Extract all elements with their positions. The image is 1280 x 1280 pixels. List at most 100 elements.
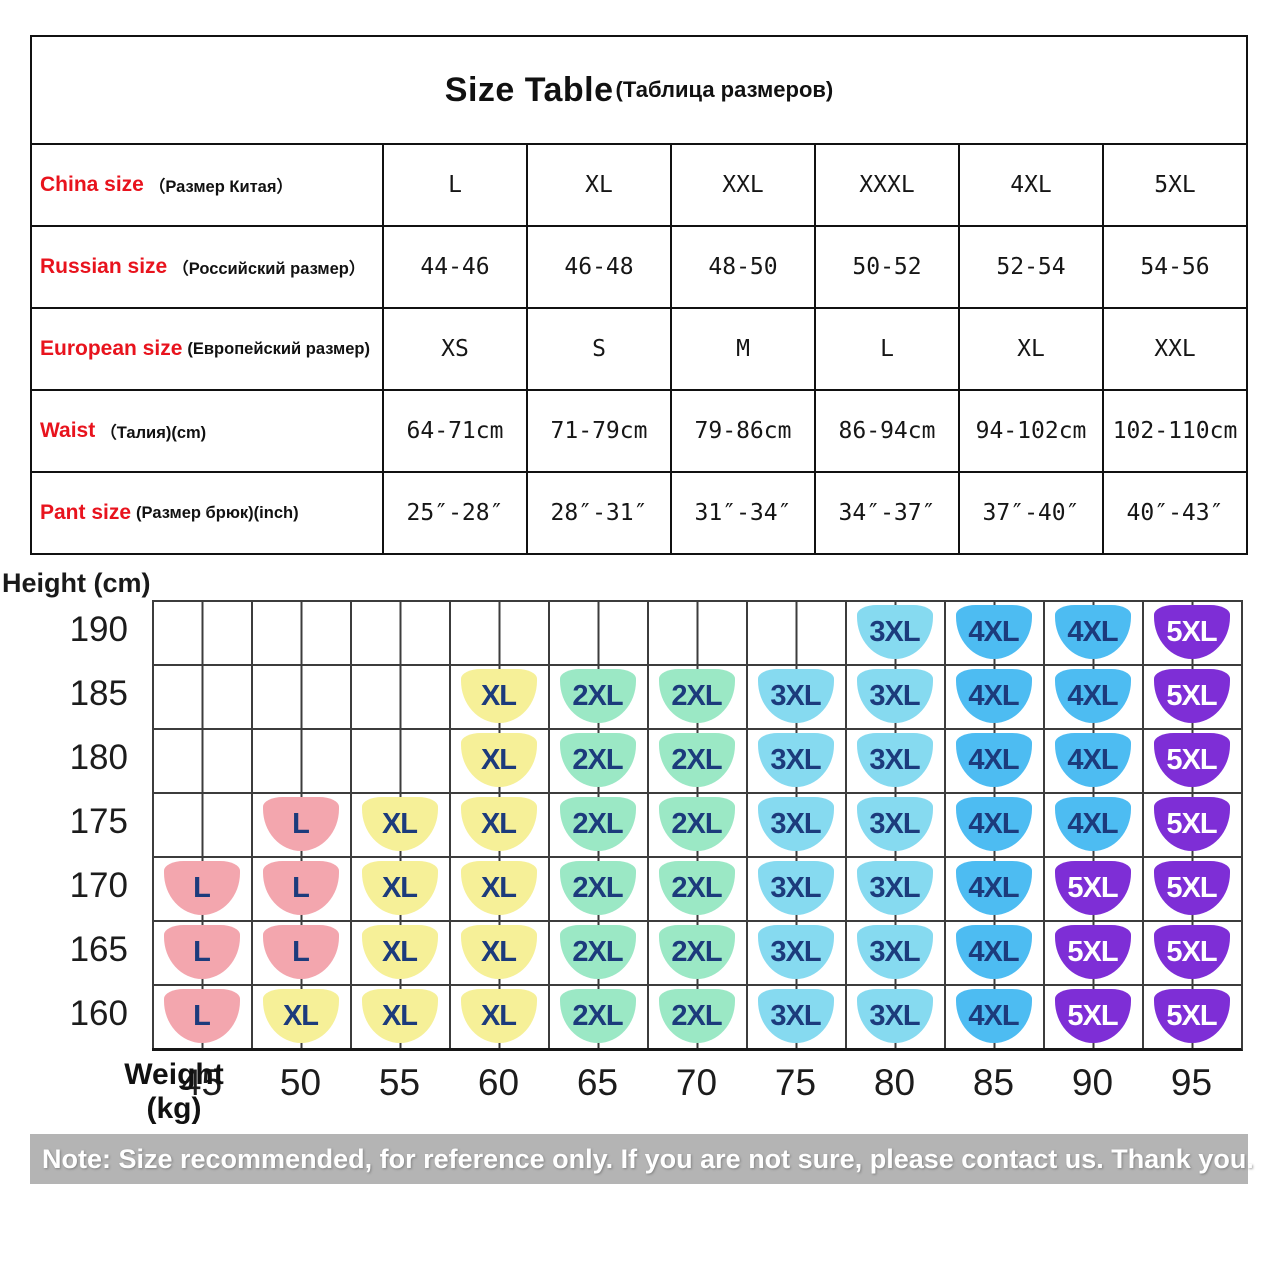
size-marker-xl: XL — [460, 797, 537, 851]
weight-tick: 90 — [1071, 1062, 1114, 1103]
size-value-cell: 86-94cm — [816, 391, 960, 471]
size-value-cell: 5XL — [1154, 172, 1196, 198]
size-table-title: Size Table (Таблица размеров) — [32, 37, 1246, 143]
size-marker-l: L — [163, 989, 240, 1043]
size-value-cell: 37″-40″ — [960, 473, 1104, 553]
size-marker-2xl: 2XL — [559, 989, 636, 1043]
size-value-cell: 34″-37″ — [816, 473, 960, 553]
size-marker-3xl: 3XL — [757, 669, 834, 723]
size-marker-xl: XL — [460, 925, 537, 979]
weight-tick: 45 — [180, 1062, 223, 1103]
row-label-ru: （Российский размер） — [172, 260, 366, 278]
size-marker-3xl: 3XL — [757, 797, 834, 851]
size-marker-5xl: 5XL — [1153, 669, 1230, 723]
size-marker-l: L — [262, 925, 339, 979]
size-marker-2xl: 2XL — [559, 861, 636, 915]
size-value-cell: L — [816, 309, 960, 389]
size-table-row: Waist （Талия)(cm) 64-71cm 71-79cm 79-86cm 86-… — [32, 389, 1246, 471]
size-marker-2xl: 2XL — [658, 989, 735, 1043]
size-marker-l: L — [163, 861, 240, 915]
size-marker-l: L — [262, 861, 339, 915]
weight-tick: 80 — [873, 1062, 916, 1103]
size-table-row: China size （Размер Китая） L XL XXL XXXL 4XL 5XL — [32, 143, 1246, 225]
size-marker-xl: XL — [361, 797, 438, 851]
size-marker-5xl: 5XL — [1153, 797, 1230, 851]
height-tick: 190 — [69, 610, 128, 649]
size-marker-3xl: 3XL — [856, 605, 933, 659]
size-marker-4xl: 4XL — [1054, 605, 1131, 659]
row-label: Russian size （Российский размер） — [32, 227, 384, 307]
size-value-cell: 54-56 — [1140, 254, 1210, 280]
size-value-cell: 52-54 — [960, 227, 1104, 307]
size-marker-3xl: 3XL — [856, 669, 933, 723]
row-label: China size （Размер Китая） — [32, 145, 384, 225]
size-table-title-sub: (Таблица размеров) — [615, 77, 834, 102]
size-marker-3xl: 3XL — [856, 861, 933, 915]
weight-tick: 95 — [1170, 1062, 1213, 1103]
row-label-en: China size — [40, 173, 144, 196]
weight-tick: 55 — [378, 1062, 421, 1103]
size-value-cell: 71-79cm — [528, 391, 672, 471]
size-marker-l: L — [262, 797, 339, 851]
size-value-cell: 31″-34″ — [672, 473, 816, 553]
height-tick: 160 — [69, 994, 128, 1033]
size-marker-2xl: 2XL — [658, 925, 735, 979]
size-marker-3xl: 3XL — [856, 733, 933, 787]
note-bar: Note: Size recommended, for reference on… — [30, 1134, 1254, 1184]
size-value-cell: XXL — [1154, 336, 1196, 362]
size-marker-2xl: 2XL — [658, 797, 735, 851]
size-marker-4xl: 4XL — [955, 797, 1032, 851]
size-marker-5xl: 5XL — [1054, 861, 1131, 915]
row-label: Pant size (Размер брюк)(inch) — [32, 473, 384, 553]
size-value-cell: M — [672, 309, 816, 389]
size-marker-5xl: 5XL — [1054, 989, 1131, 1043]
size-marker-2xl: 2XL — [658, 733, 735, 787]
size-value-cell: 46-48 — [528, 227, 672, 307]
row-label: European size (Европейский размер) — [32, 309, 384, 389]
size-marker-xl: XL — [460, 669, 537, 723]
size-value-cell: 40″-43″ — [1126, 500, 1224, 526]
height-tick: 170 — [69, 866, 128, 905]
size-marker-4xl: 4XL — [1054, 797, 1131, 851]
row-label-ru: （Талия)(cm) — [100, 424, 207, 442]
size-value-cell: 102-110cm — [1112, 418, 1238, 444]
size-table-row: Pant size (Размер брюк)(inch) 25″-28″ 28″-3… — [32, 471, 1246, 553]
size-marker-xl: XL — [460, 733, 537, 787]
row-label-en: Waist — [40, 419, 96, 442]
size-value-cell: 4XL — [960, 145, 1104, 225]
size-marker-2xl: 2XL — [658, 861, 735, 915]
weight-tick: 65 — [576, 1062, 619, 1103]
size-table: Size Table (Таблица размеров) China size… — [30, 35, 1248, 555]
size-table-body: China size （Размер Китая） L XL XXL XXXL 4XL 5XL… — [32, 143, 1246, 553]
size-marker-3xl: 3XL — [856, 925, 933, 979]
size-marker-2xl: 2XL — [559, 797, 636, 851]
size-marker-5xl: 5XL — [1054, 925, 1131, 979]
size-value-cell: XS — [384, 309, 528, 389]
size-marker-2xl: 2XL — [559, 733, 636, 787]
size-marker-2xl: 2XL — [559, 925, 636, 979]
size-value-cell: XXL — [672, 145, 816, 225]
size-marker-3xl: 3XL — [757, 861, 834, 915]
size-value-cell: 25″-28″ — [384, 473, 528, 553]
size-marker-2xl: 2XL — [658, 669, 735, 723]
size-value-cell: 64-71cm — [384, 391, 528, 471]
size-value-cell: 79-86cm — [672, 391, 816, 471]
height-weight-chart: Height (cm) 190 185 180 175 170 165 160 3XL 4XL… — [0, 568, 1280, 1130]
size-marker-l: L — [163, 925, 240, 979]
weight-tick: 75 — [774, 1062, 817, 1103]
size-marker-xl: XL — [361, 925, 438, 979]
size-marker-2xl: 2XL — [559, 669, 636, 723]
size-marker-5xl: 5XL — [1153, 925, 1230, 979]
size-marker-3xl: 3XL — [856, 989, 933, 1043]
size-marker-xl: XL — [460, 989, 537, 1043]
size-marker-3xl: 3XL — [757, 733, 834, 787]
size-marker-4xl: 4XL — [1054, 733, 1131, 787]
size-marker-4xl: 4XL — [955, 669, 1032, 723]
row-label-ru: (Размер брюк)(inch) — [136, 503, 299, 522]
row-label-ru: （Размер Китая） — [148, 178, 293, 196]
size-marker-xl: XL — [361, 989, 438, 1043]
size-marker-5xl: 5XL — [1153, 605, 1230, 659]
size-table-row: European size (Европейский размер) XS S M L XL… — [32, 307, 1246, 389]
row-label-ru: (Европейский размер) — [187, 339, 370, 358]
y-axis-label: Height (cm) — [2, 568, 151, 598]
